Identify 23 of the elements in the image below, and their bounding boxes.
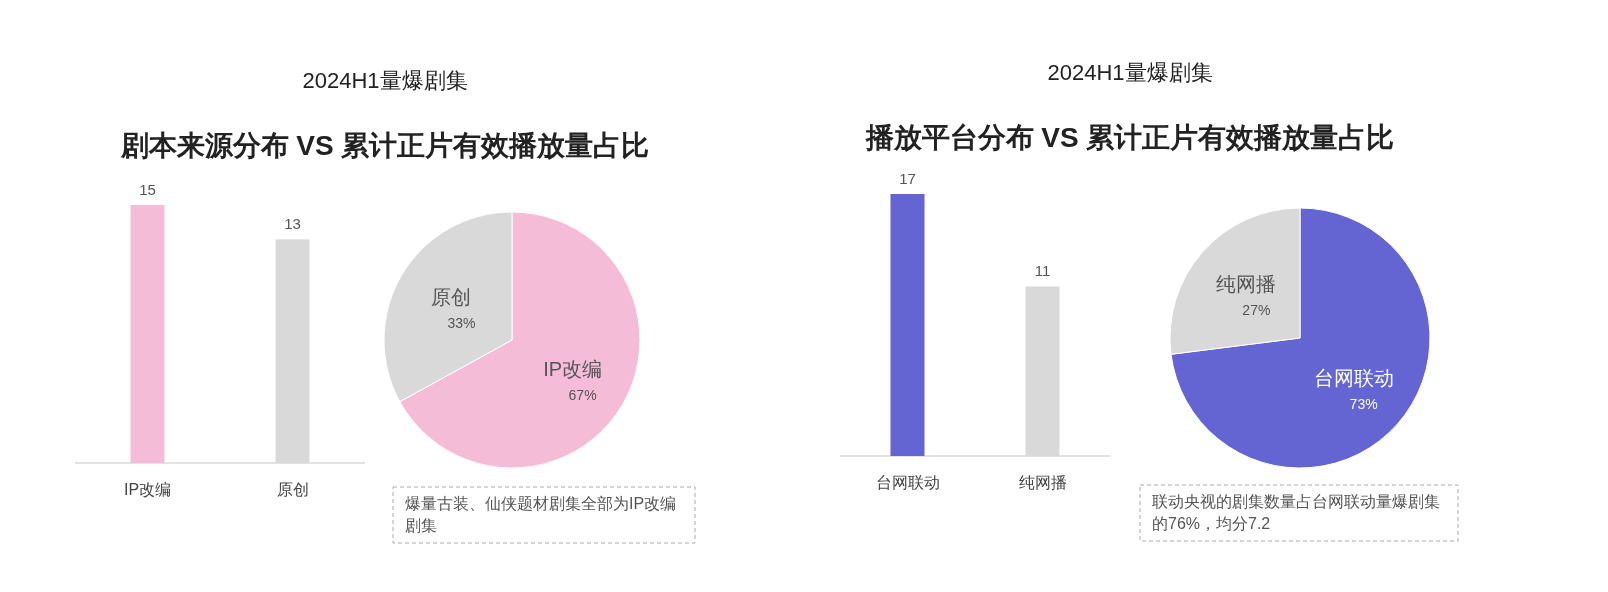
slice-label: 纯网播 [1216,272,1277,295]
text: 爆量古装、仙侠题材剧集全部为IP改编剧集 [405,495,677,534]
x-tick-label: 台网联动 [875,474,940,491]
slice-label: 原创 [431,286,472,309]
data-label: 27% [1242,301,1271,318]
data-label: 11 [1034,262,1051,280]
chart-title: 2024H1量爆剧集 [1047,60,1213,85]
slice-label: 台网联动 [1313,367,1394,390]
data-label: 73% [1349,396,1378,413]
text: 联动央视的剧集数量占台网联动量爆剧集的76%，均分7.2 [1152,493,1440,532]
chart-subtitle: 剧本来源分布 VS 累计正片有效播放量占比 [119,130,650,161]
slice-label: IP改编 [543,357,603,380]
chart-title: 2024H1量爆剧集 [302,68,468,93]
data-label: 67% [568,386,597,403]
chart-subtitle: 播放平台分布 VS 累计正片有效播放量占比 [864,122,1395,153]
data-label: 33% [447,315,476,332]
data-label: 13 [284,215,301,233]
pie-slice [1170,207,1431,469]
x-tick-label: 原创 [276,481,309,498]
x-tick-label: 纯网播 [1018,474,1067,491]
x-tick-label: IP改编 [123,481,172,498]
data-label: 15 [139,181,156,198]
data-label: 17 [899,170,916,187]
